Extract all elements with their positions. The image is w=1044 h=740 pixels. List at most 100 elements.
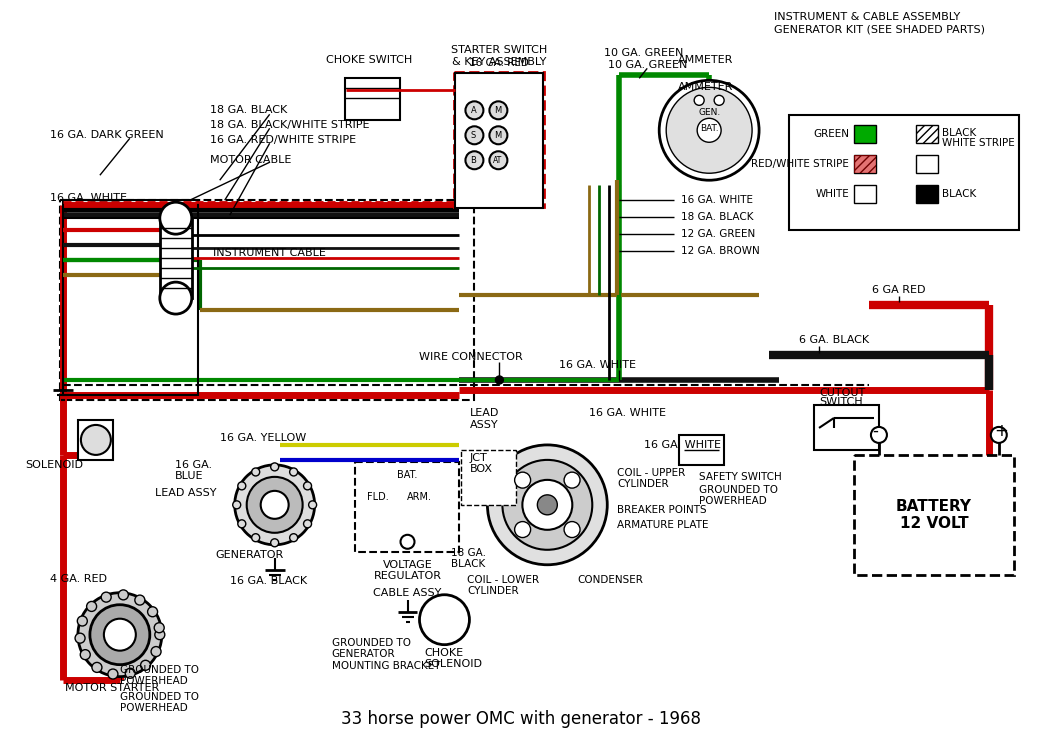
Text: 16 GA.
BLUE: 16 GA. BLUE	[174, 460, 212, 482]
Text: 16 GA. BLACK: 16 GA. BLACK	[230, 576, 307, 586]
Text: 6 GA. BLACK: 6 GA. BLACK	[799, 335, 870, 345]
Bar	[355, 462, 459, 552]
Circle shape	[466, 151, 483, 169]
Text: COIL - LOWER
CYLINDER: COIL - LOWER CYLINDER	[468, 575, 540, 596]
Circle shape	[238, 519, 245, 528]
Text: BAT.: BAT.	[699, 124, 718, 132]
Text: CHOKE
SOLENOID: CHOKE SOLENOID	[425, 648, 482, 669]
Bar	[461, 450, 517, 505]
Circle shape	[125, 668, 135, 679]
Bar	[916, 155, 938, 173]
Text: CUTOUT: CUTOUT	[818, 388, 865, 398]
Text: B: B	[471, 155, 476, 165]
Text: WHITE: WHITE	[815, 189, 849, 199]
Text: 18 GA. BLACK: 18 GA. BLACK	[681, 212, 754, 222]
Circle shape	[108, 669, 118, 679]
Text: WIRE CONNECTOR: WIRE CONNECTOR	[420, 352, 523, 362]
Text: 16 GA. WHITE: 16 GA. WHITE	[560, 360, 637, 370]
Text: +: +	[994, 422, 1007, 440]
Text: A: A	[471, 106, 476, 115]
Text: 12 GA. BROWN: 12 GA. BROWN	[681, 246, 760, 256]
Circle shape	[270, 463, 279, 471]
Text: JCT
BOX: JCT BOX	[470, 453, 493, 474]
Circle shape	[160, 202, 192, 234]
Circle shape	[496, 376, 503, 384]
Bar	[455, 73, 543, 208]
Text: 16 GA. RED/WHITE STRIPE: 16 GA. RED/WHITE STRIPE	[210, 135, 356, 145]
Text: INSTRUMENT & CABLE ASSEMBLY: INSTRUMENT & CABLE ASSEMBLY	[774, 13, 960, 22]
Circle shape	[80, 425, 111, 455]
Text: MOTOR CABLE: MOTOR CABLE	[210, 155, 291, 165]
Circle shape	[420, 595, 470, 645]
Text: 16 GA. WHITE: 16 GA. WHITE	[589, 408, 666, 418]
Circle shape	[238, 482, 245, 490]
Text: RED/WHITE STRIPE: RED/WHITE STRIPE	[751, 159, 849, 169]
Text: 16 GA. WHITE: 16 GA. WHITE	[681, 195, 753, 205]
Bar	[916, 185, 938, 204]
Circle shape	[304, 482, 311, 490]
Circle shape	[233, 501, 241, 509]
Circle shape	[252, 468, 260, 476]
Text: AMMETER: AMMETER	[678, 82, 733, 92]
Circle shape	[92, 662, 102, 673]
Text: AMMETER: AMMETER	[678, 56, 733, 65]
Circle shape	[490, 151, 507, 169]
Circle shape	[564, 522, 580, 537]
Text: ARMATURE PLATE: ARMATURE PLATE	[617, 519, 709, 530]
Text: CABLE ASSY: CABLE ASSY	[374, 588, 442, 598]
Bar	[454, 73, 544, 207]
Circle shape	[135, 595, 145, 605]
Text: COIL - UPPER
CYLINDER: COIL - UPPER CYLINDER	[617, 468, 686, 489]
Circle shape	[502, 460, 592, 550]
Text: FLD.: FLD.	[366, 492, 388, 502]
Text: INSTRUMENT CABLE: INSTRUMENT CABLE	[213, 248, 326, 258]
Circle shape	[155, 623, 164, 633]
Text: 18 GA.
BLACK: 18 GA. BLACK	[451, 548, 487, 569]
Circle shape	[522, 480, 572, 530]
Circle shape	[80, 650, 90, 659]
Text: SWITCH: SWITCH	[818, 397, 862, 407]
Circle shape	[488, 445, 608, 565]
Circle shape	[466, 127, 483, 144]
Circle shape	[401, 535, 414, 549]
Bar	[789, 115, 1019, 230]
Circle shape	[78, 593, 162, 676]
Text: S: S	[471, 131, 476, 140]
Bar	[680, 435, 725, 465]
Text: BATTERY
12 VOLT: BATTERY 12 VOLT	[896, 499, 972, 531]
Circle shape	[697, 118, 721, 142]
Text: 16 GA. WHITE: 16 GA. WHITE	[50, 193, 127, 204]
Text: LEAD ASSY: LEAD ASSY	[155, 488, 216, 498]
Text: 16 GA. YELLOW: 16 GA. YELLOW	[219, 433, 306, 443]
Text: M: M	[494, 131, 501, 140]
Text: GENERATOR: GENERATOR	[215, 550, 284, 559]
Text: SOLENOID: SOLENOID	[25, 460, 82, 470]
Text: -: -	[872, 422, 878, 440]
Circle shape	[261, 491, 288, 519]
Bar	[916, 125, 938, 144]
Bar	[160, 218, 192, 298]
Bar	[345, 78, 400, 121]
Circle shape	[87, 602, 97, 611]
Text: BLACK: BLACK	[942, 189, 976, 199]
Circle shape	[101, 592, 111, 602]
Circle shape	[538, 495, 557, 515]
Text: 18 GA. BLACK/WHITE STRIPE: 18 GA. BLACK/WHITE STRIPE	[210, 121, 370, 130]
Text: STARTER SWITCH
& KEY ASSEMBLY: STARTER SWITCH & KEY ASSEMBLY	[451, 45, 547, 67]
Circle shape	[151, 647, 161, 656]
Circle shape	[118, 590, 128, 600]
Circle shape	[694, 95, 704, 105]
Text: ARM.: ARM.	[407, 492, 432, 502]
Circle shape	[75, 633, 85, 643]
Text: CONDENSER: CONDENSER	[577, 575, 643, 585]
Text: 10 GA. GREEN: 10 GA. GREEN	[604, 48, 684, 58]
Text: LEAD
ASSY: LEAD ASSY	[470, 408, 499, 429]
Text: BAT.: BAT.	[398, 470, 418, 480]
Text: GENERATOR KIT (SEE SHADED PARTS): GENERATOR KIT (SEE SHADED PARTS)	[774, 24, 986, 35]
Circle shape	[90, 605, 150, 665]
Text: GROUNDED TO
POWERHEAD: GROUNDED TO POWERHEAD	[120, 692, 198, 713]
Text: AT: AT	[493, 155, 502, 165]
Bar	[854, 125, 876, 144]
Circle shape	[659, 81, 759, 181]
Circle shape	[515, 522, 530, 537]
